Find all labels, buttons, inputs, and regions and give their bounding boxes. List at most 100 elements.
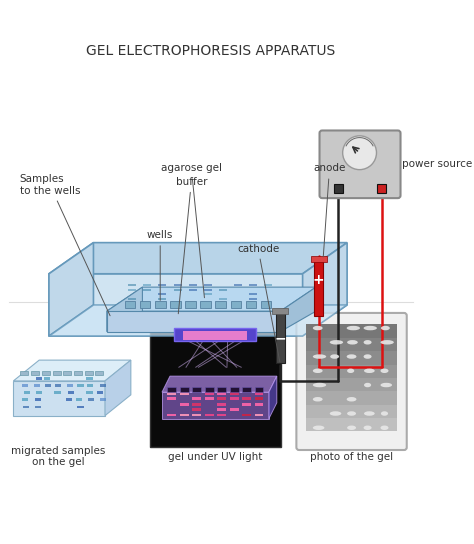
Polygon shape: [107, 311, 280, 332]
Ellipse shape: [364, 411, 375, 416]
Bar: [100, 398, 106, 401]
Bar: [219, 289, 227, 290]
Ellipse shape: [364, 326, 377, 330]
Bar: [205, 413, 214, 416]
Ellipse shape: [381, 326, 390, 330]
Bar: [229, 387, 238, 392]
Text: photo of the gel: photo of the gel: [310, 452, 393, 462]
Text: power source: power source: [402, 159, 473, 169]
Polygon shape: [162, 376, 277, 392]
Bar: [170, 301, 181, 307]
Ellipse shape: [364, 354, 372, 359]
Bar: [249, 285, 257, 286]
Bar: [306, 337, 397, 351]
Ellipse shape: [346, 326, 360, 330]
Polygon shape: [107, 287, 316, 311]
Bar: [23, 406, 29, 408]
Bar: [36, 377, 42, 380]
Polygon shape: [302, 243, 347, 336]
Bar: [217, 398, 226, 400]
Bar: [249, 298, 257, 300]
Ellipse shape: [381, 411, 388, 416]
Bar: [22, 384, 28, 387]
Bar: [36, 391, 42, 394]
Bar: [180, 413, 189, 416]
Bar: [53, 370, 61, 375]
Polygon shape: [280, 287, 316, 332]
Polygon shape: [105, 360, 131, 416]
Bar: [100, 384, 106, 387]
Bar: [242, 398, 251, 400]
Bar: [173, 285, 182, 286]
Bar: [310, 256, 327, 262]
Bar: [192, 387, 201, 392]
Polygon shape: [49, 305, 347, 336]
Ellipse shape: [364, 425, 372, 430]
Bar: [66, 398, 72, 401]
Polygon shape: [269, 376, 277, 419]
Ellipse shape: [381, 383, 392, 387]
Bar: [167, 398, 176, 400]
Bar: [215, 301, 226, 307]
Text: anode: anode: [313, 163, 346, 257]
Ellipse shape: [330, 340, 343, 344]
Bar: [377, 184, 386, 193]
Bar: [149, 316, 281, 447]
Text: gel under UV light: gel under UV light: [168, 452, 263, 462]
Bar: [273, 307, 288, 314]
Ellipse shape: [313, 369, 323, 373]
Bar: [87, 384, 93, 387]
Polygon shape: [49, 274, 302, 336]
Bar: [334, 184, 343, 193]
Ellipse shape: [313, 354, 326, 359]
Bar: [255, 403, 264, 405]
Text: wells: wells: [147, 230, 173, 300]
Bar: [255, 387, 264, 392]
Bar: [185, 301, 196, 307]
Text: agarose gel: agarose gel: [161, 163, 222, 298]
Text: buffer: buffer: [175, 177, 207, 314]
Bar: [205, 398, 214, 400]
Ellipse shape: [313, 326, 323, 330]
Bar: [217, 413, 226, 416]
Ellipse shape: [330, 411, 341, 416]
Bar: [95, 370, 103, 375]
Bar: [189, 289, 197, 290]
Bar: [63, 370, 71, 375]
Bar: [183, 331, 247, 339]
FancyBboxPatch shape: [319, 131, 401, 198]
Bar: [55, 391, 61, 394]
Bar: [204, 293, 212, 295]
Ellipse shape: [330, 354, 339, 359]
Text: −: −: [274, 332, 286, 346]
Bar: [67, 384, 73, 387]
Bar: [204, 289, 212, 290]
Bar: [306, 391, 397, 405]
Bar: [174, 328, 256, 341]
Bar: [22, 398, 28, 401]
Ellipse shape: [313, 383, 326, 387]
Ellipse shape: [346, 354, 356, 359]
Bar: [128, 285, 136, 286]
Bar: [234, 285, 242, 286]
Bar: [255, 413, 264, 416]
Polygon shape: [49, 243, 347, 274]
Bar: [229, 392, 238, 395]
Bar: [219, 298, 227, 300]
Bar: [229, 398, 238, 400]
Ellipse shape: [347, 425, 356, 430]
Ellipse shape: [364, 340, 372, 344]
Ellipse shape: [347, 369, 354, 373]
Bar: [230, 301, 241, 307]
Bar: [140, 301, 150, 307]
Bar: [88, 398, 94, 401]
Bar: [45, 384, 51, 387]
Bar: [261, 301, 272, 307]
Bar: [77, 406, 84, 408]
Bar: [173, 289, 182, 290]
Ellipse shape: [347, 411, 356, 416]
Bar: [86, 391, 92, 394]
Text: migrated samples
on the gel: migrated samples on the gel: [11, 446, 105, 467]
Bar: [249, 293, 257, 295]
Circle shape: [343, 136, 376, 170]
